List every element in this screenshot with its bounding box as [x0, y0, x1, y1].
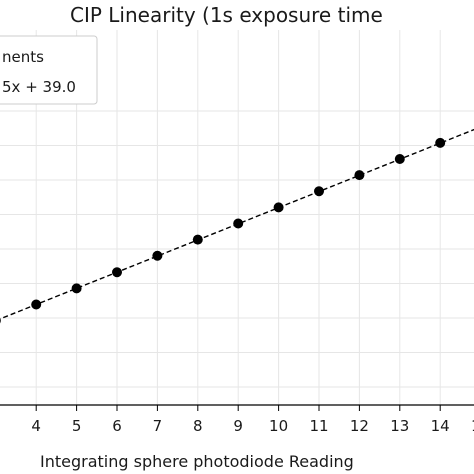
x-tick-label: 5: [72, 417, 82, 435]
x-tick-label: 12: [350, 417, 369, 435]
x-tick-label: 14: [431, 417, 450, 435]
grid-lines: [0, 30, 474, 405]
x-tick-label: 8: [193, 417, 203, 435]
legend-entry-measurements: nents: [2, 48, 44, 66]
x-tick-label: 11: [309, 417, 328, 435]
x-ticks: 3 4 5 6 7 8 9 10 11 12 13 14 15: [0, 405, 474, 435]
data-point: [273, 202, 284, 213]
data-series: [0, 128, 474, 324]
x-tick-label: 3: [0, 417, 1, 435]
data-point: [233, 218, 244, 229]
legend-box: [0, 35, 98, 105]
data-point: [354, 170, 365, 181]
data-point: [192, 234, 203, 245]
data-point: [112, 267, 122, 278]
legend: nents 5x + 39.0: [0, 35, 98, 105]
legend-entry-fit: 5x + 39.0: [2, 78, 76, 96]
chart-title: CIP Linearity (1s exposure time: [70, 3, 383, 27]
x-tick-label: 7: [153, 417, 163, 435]
data-point: [435, 137, 446, 148]
data-point: [71, 283, 82, 294]
x-tick-label: 6: [112, 417, 122, 435]
x-axis-label: Integrating sphere photodiode Reading: [40, 452, 354, 471]
x-tick-label: 4: [31, 417, 41, 435]
data-point: [152, 250, 163, 261]
x-tick-label: 15: [471, 417, 474, 435]
data-point: [314, 186, 324, 197]
data-point: [394, 154, 405, 164]
data-point: [31, 299, 42, 310]
x-tick-label: 9: [233, 417, 243, 435]
x-tick-label: 13: [390, 417, 409, 435]
x-tick-label: 10: [269, 417, 288, 435]
data-point: [0, 317, 1, 324]
